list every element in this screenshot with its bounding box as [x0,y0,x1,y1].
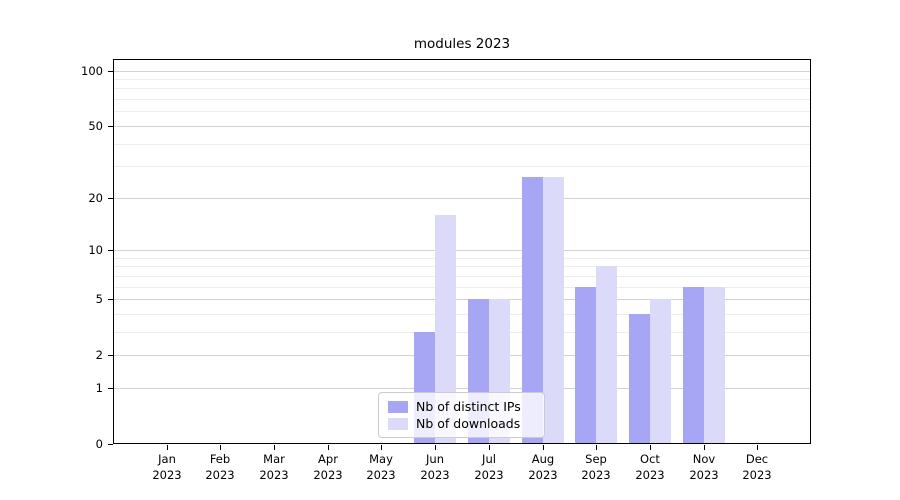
gridline-major [113,388,811,389]
gridline-major [113,299,811,300]
gridline-minor [113,332,811,333]
x-tick-label: Nov 2023 [689,452,719,482]
bar-downloads-nov [704,287,725,443]
legend-item-downloads: Nb of downloads [388,416,536,431]
x-tick [220,445,221,450]
x-tick [704,445,705,450]
gridline-major [113,250,811,251]
x-tick [328,445,329,450]
chart-title: modules 2023 [413,36,511,52]
x-tick-label: Feb 2023 [205,452,235,482]
y-tick [108,250,113,251]
bar-distinct-ips-aug [522,177,543,443]
x-tick-label: Jan 2023 [152,452,182,482]
gridline-major [113,126,811,127]
gridline-minor [113,99,811,100]
x-tick [381,445,382,450]
x-tick [274,445,275,450]
legend-label-distinct-ips: Nb of distinct IPs [416,399,521,414]
x-tick-label: Mar 2023 [259,452,289,482]
x-tick [650,445,651,450]
x-tick [543,445,544,450]
gridline-major [113,198,811,199]
y-tick-label: 5 [95,292,103,306]
x-tick-label: Aug 2023 [528,452,558,482]
x-tick-label: Oct 2023 [635,452,665,482]
y-tick-label: 2 [95,348,103,362]
legend: Nb of distinct IPs Nb of downloads [378,392,545,438]
y-tick [108,126,113,127]
gridline-minor [113,144,811,145]
x-tick [757,445,758,450]
bar-downloads-sep [596,266,617,443]
gridline-minor [113,314,811,315]
gridline-minor [113,266,811,267]
gridline-minor [113,79,811,80]
gridline-minor [113,258,811,259]
x-tick [167,445,168,450]
bar-downloads-aug [543,177,564,443]
gridline-major [113,355,811,356]
y-tick [108,355,113,356]
x-tick [435,445,436,450]
y-tick-label: 20 [88,191,103,205]
y-tick-label: 0 [95,437,103,451]
legend-swatch-downloads-icon [388,417,408,430]
bar-distinct-ips-oct [629,314,650,443]
x-tick-label: Jul 2023 [474,452,504,482]
gridline-minor [113,88,811,89]
y-tick-label: 50 [88,119,103,133]
legend-swatch-distinct-ips-icon [388,400,408,413]
legend-label-downloads: Nb of downloads [416,416,521,431]
bar-distinct-ips-nov [683,287,704,443]
gridline-minor [113,287,811,288]
x-tick-label: Jun 2023 [420,452,450,482]
bar-downloads-oct [650,299,671,443]
legend-item-distinct-ips: Nb of distinct IPs [388,399,536,414]
gridline-major [113,71,811,72]
x-tick-label: May 2023 [366,452,396,482]
bar-distinct-ips-sep [575,287,596,443]
y-tick [108,444,113,445]
bar-downloads-jun [435,215,456,443]
y-tick [108,198,113,199]
gridline-minor [113,166,811,167]
x-tick-label: Apr 2023 [313,452,343,482]
gridline-minor [113,111,811,112]
y-tick [108,388,113,389]
y-tick-label: 1 [95,381,103,395]
x-tick [489,445,490,450]
y-tick [108,299,113,300]
x-tick-label: Sep 2023 [581,452,611,482]
x-tick [596,445,597,450]
y-tick-label: 100 [81,64,103,78]
x-tick-label: Dec 2023 [742,452,772,482]
gridline-minor [113,276,811,277]
y-tick [108,71,113,72]
y-tick-label: 10 [88,243,103,257]
